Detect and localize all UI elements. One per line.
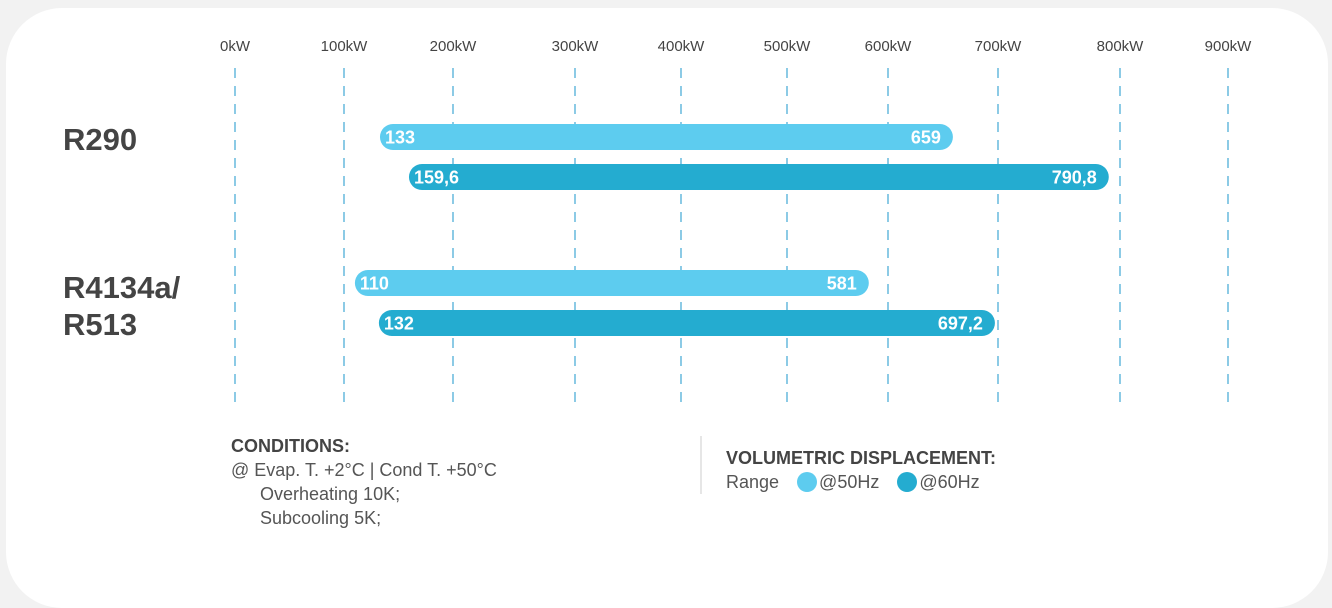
range-bar: [378, 310, 995, 336]
x-tick-label: 0kW: [220, 38, 251, 55]
conditions-line-subcooling: Subcooling 5K;: [260, 508, 382, 528]
legend-row: Range @50Hz @60Hz: [726, 470, 996, 494]
category-label: R290: [63, 122, 137, 157]
legend-swatch-50hz: [797, 472, 818, 492]
category-label: R4134a/: [63, 270, 181, 305]
legend-heading: VOLUMETRIC DISPLACEMENT:: [726, 448, 996, 468]
bar-end-label: 790,8: [1052, 168, 1097, 188]
bar-start-label: 132: [384, 314, 414, 334]
range-bar: [379, 124, 953, 150]
range-bar-chart: 0kW 100kW 200kW 300kW 400kW 500kW 600kW 700kW 80…: [63, 38, 1253, 402]
x-tick-label: 700kW: [975, 38, 1023, 55]
x-tick-label: 500kW: [764, 38, 812, 55]
bar-end-label: 659: [911, 128, 941, 148]
conditions-line-overheating: Overheating 10K;: [260, 484, 401, 504]
x-tick-label: 600kW: [865, 38, 913, 55]
bar-end-label: 581: [827, 274, 857, 294]
category-label: R513: [63, 307, 137, 342]
legend-range-label: Range: [726, 472, 780, 492]
bar-start-label: 110: [360, 274, 389, 294]
conditions-block: CONDITIONS: @ Evap. T. +2°C | Cond T. +5…: [231, 434, 497, 530]
bar-start-label: 133: [385, 128, 415, 148]
x-tick-label: 300kW: [552, 38, 600, 55]
chart-card: [6, 8, 1328, 608]
legend-item-60hz: @60Hz: [919, 472, 980, 492]
x-tick-label: 400kW: [658, 38, 706, 55]
range-bar: [408, 164, 1109, 190]
section-divider: [700, 436, 702, 494]
x-tick-label: 900kW: [1205, 38, 1253, 55]
x-tick-label: 800kW: [1097, 38, 1145, 55]
legend: VOLUMETRIC DISPLACEMENT: Range @50Hz @60…: [726, 446, 996, 494]
range-bar: [354, 270, 869, 296]
x-tick-label: 100kW: [321, 38, 369, 55]
bar-start-label: 159,6: [414, 168, 459, 188]
x-tick-label: 200kW: [430, 38, 478, 55]
conditions-line-evap-cond: @ Evap. T. +2°C | Cond T. +50°C: [231, 460, 497, 480]
bar-end-label: 697,2: [938, 314, 983, 334]
legend-item-50hz: @50Hz: [819, 472, 880, 492]
conditions-heading: CONDITIONS:: [231, 436, 350, 456]
legend-swatch-60hz: [897, 472, 918, 492]
